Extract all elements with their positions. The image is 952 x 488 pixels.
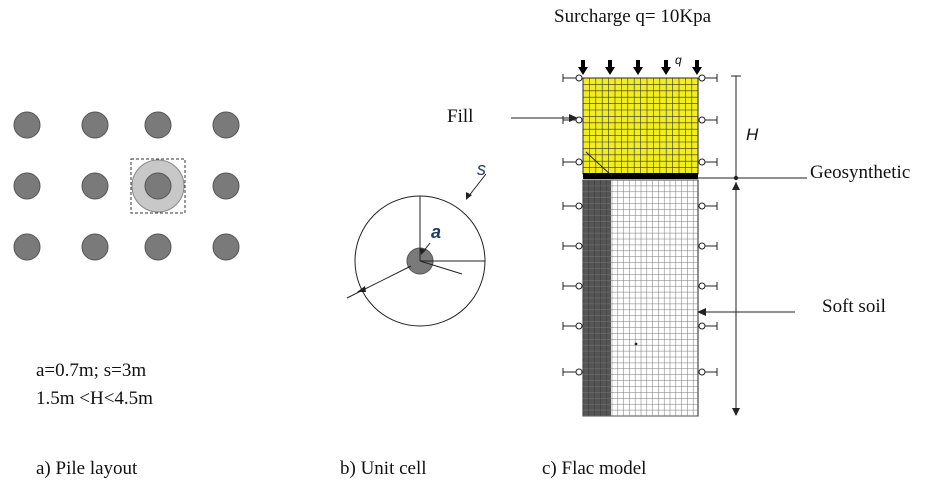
diameter-arrow-head-left: [357, 286, 366, 292]
s-arrow-head: [466, 192, 472, 200]
fill-label: Fill: [447, 106, 473, 127]
roller-left-wheel: [575, 282, 583, 290]
roller-left-wheel: [575, 368, 583, 376]
a-arrow-head: [420, 248, 426, 255]
flac-model-caption: c) Flac model: [542, 458, 646, 479]
pile: [144, 111, 172, 139]
surcharge-arrow-shaft: [695, 60, 699, 68]
unit-cell-square: [130, 158, 186, 214]
unit-cell-panel: s a b) Unit cell: [340, 159, 487, 479]
soil-dimension-arrow-top: [732, 182, 740, 190]
pile: [81, 172, 109, 200]
roller-right-wheel: [698, 242, 706, 250]
surcharge-arrow-shaft: [664, 60, 668, 68]
roller-left-wheel: [575, 322, 583, 330]
pile-layout-panel: a=0.7m; s=3m 1.5m <H<4.5m a) Pile layout: [13, 111, 240, 479]
grid-marker-dot: [634, 342, 638, 346]
roller-right-wheel: [698, 116, 706, 124]
soft-soil-label: Soft soil: [822, 296, 886, 317]
pile: [212, 111, 240, 139]
geosynthetic-diagonal: [585, 151, 613, 177]
pile: [13, 111, 41, 139]
unit-cell-label-a: a: [431, 222, 441, 242]
pile: [13, 233, 41, 261]
geosynthetic-label: Geosynthetic: [810, 162, 910, 183]
roller-left-wheel: [575, 202, 583, 210]
geosynthetic-layer: [583, 173, 698, 179]
roller-right-wheel: [698, 74, 706, 82]
surcharge-arrow-shaft: [636, 60, 640, 68]
soil-dimension-arrow-bottom: [732, 408, 740, 416]
roller-right-wheel: [698, 202, 706, 210]
roller-right-wheel: [698, 158, 706, 166]
roller-right-wheel: [698, 322, 706, 330]
surcharge-arrow-head: [661, 67, 671, 75]
pile: [13, 172, 41, 200]
surcharge-arrow-head: [633, 67, 643, 75]
unit-cell-label-s: s: [477, 159, 486, 179]
pile: [81, 233, 109, 261]
roller-left-wheel: [575, 74, 583, 82]
surcharge-arrow-head: [578, 67, 588, 75]
pile-params-line1: a=0.7m; s=3m: [36, 360, 146, 381]
pile: [81, 111, 109, 139]
pile-params-line2: 1.5m <H<4.5m: [36, 388, 153, 409]
surcharge-arrows: [578, 60, 702, 75]
roller-left-wheel: [575, 116, 583, 124]
surcharge-label: Surcharge q= 10Kpa: [554, 6, 712, 27]
fill-grid: [582, 77, 698, 174]
geosynthetic-leader-dot: [733, 175, 739, 181]
pile: [212, 172, 240, 200]
pile-radius-line: [419, 260, 463, 275]
surcharge-arrow-head: [692, 67, 702, 75]
soft-soil-leader-arrow: [697, 308, 706, 316]
surcharge-arrow-shaft: [581, 60, 585, 68]
roller-right-wheel: [698, 282, 706, 290]
pile-grid: [13, 111, 240, 261]
flac-model-panel: Surcharge q= 10Kpa q H Fill Geosynthetic: [447, 6, 910, 479]
pile: [212, 233, 240, 261]
roller-right-wheel: [698, 368, 706, 376]
fill-leader-arrow: [569, 114, 578, 122]
roller-left-wheel: [575, 242, 583, 250]
surcharge-q-label: q: [675, 53, 682, 67]
roller-left-wheel: [575, 158, 583, 166]
surcharge-arrow-head: [605, 67, 615, 75]
s-arrow-line: [467, 173, 487, 198]
surcharge-arrow-shaft: [608, 60, 612, 68]
soft-soil-grid: [582, 179, 698, 417]
unit-cell-caption: b) Unit cell: [340, 458, 427, 479]
center-pile: [144, 172, 172, 200]
pile: [144, 233, 172, 261]
h-dimension-label: H: [746, 125, 759, 144]
pile-layout-caption: a) Pile layout: [36, 458, 138, 479]
diameter-arrow-line: [346, 265, 412, 299]
